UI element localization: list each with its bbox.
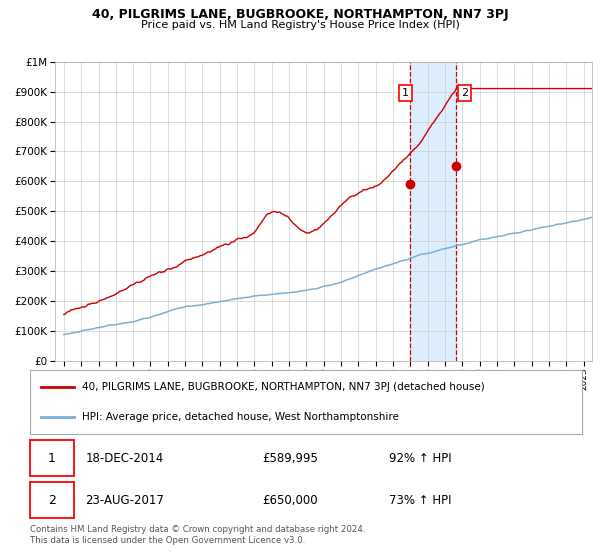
Text: 40, PILGRIMS LANE, BUGBROOKE, NORTHAMPTON, NN7 3PJ (detached house): 40, PILGRIMS LANE, BUGBROOKE, NORTHAMPTO… bbox=[82, 382, 485, 392]
FancyBboxPatch shape bbox=[30, 482, 74, 517]
Text: 1: 1 bbox=[402, 88, 409, 98]
Text: 2: 2 bbox=[48, 493, 56, 507]
Text: HPI: Average price, detached house, West Northamptonshire: HPI: Average price, detached house, West… bbox=[82, 412, 400, 422]
Text: £650,000: £650,000 bbox=[262, 493, 317, 507]
Text: 18-DEC-2014: 18-DEC-2014 bbox=[85, 451, 163, 465]
Text: £589,995: £589,995 bbox=[262, 451, 318, 465]
Bar bbox=[410, 62, 456, 361]
Text: 73% ↑ HPI: 73% ↑ HPI bbox=[389, 493, 451, 507]
Text: 40, PILGRIMS LANE, BUGBROOKE, NORTHAMPTON, NN7 3PJ: 40, PILGRIMS LANE, BUGBROOKE, NORTHAMPTO… bbox=[92, 8, 508, 21]
Text: Price paid vs. HM Land Registry's House Price Index (HPI): Price paid vs. HM Land Registry's House … bbox=[140, 20, 460, 30]
Text: 2: 2 bbox=[461, 88, 468, 98]
FancyBboxPatch shape bbox=[30, 440, 74, 476]
Text: 23-AUG-2017: 23-AUG-2017 bbox=[85, 493, 164, 507]
Text: 92% ↑ HPI: 92% ↑ HPI bbox=[389, 451, 451, 465]
Text: Contains HM Land Registry data © Crown copyright and database right 2024.
This d: Contains HM Land Registry data © Crown c… bbox=[30, 525, 365, 545]
Text: 1: 1 bbox=[48, 451, 56, 465]
